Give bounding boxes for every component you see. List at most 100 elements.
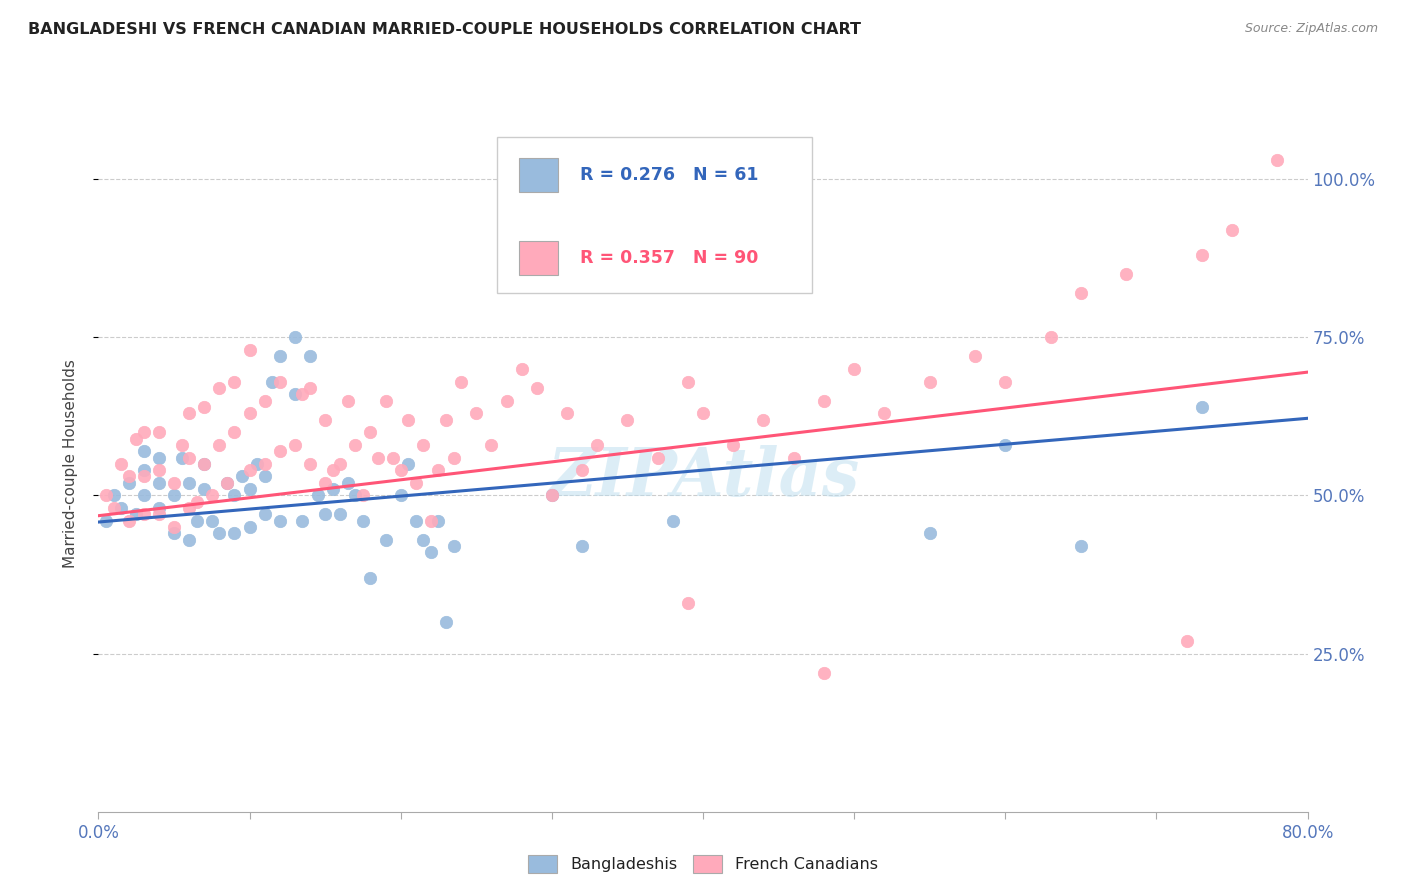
Point (1070, 539, 1092, 553)
Point (224, 375, 246, 389)
Point (179, 475, 201, 490)
Point (224, 488, 246, 502)
Text: R = 0.276   N = 61: R = 0.276 N = 61 (579, 166, 758, 184)
Point (125, 432, 148, 446)
Point (420, 545, 443, 559)
Point (163, 520, 186, 534)
Point (148, 425, 170, 440)
FancyBboxPatch shape (519, 158, 558, 193)
Point (405, 514, 427, 528)
Point (163, 488, 186, 502)
Point (450, 375, 472, 389)
Point (299, 457, 322, 471)
Point (148, 508, 170, 522)
Point (224, 425, 246, 440)
Point (918, 375, 941, 389)
Point (193, 400, 215, 414)
Point (1175, 634, 1198, 648)
Point (427, 463, 450, 477)
Point (676, 596, 699, 610)
Point (1191, 248, 1213, 262)
Point (224, 526, 246, 541)
Point (132, 444, 155, 458)
Point (723, 438, 745, 452)
Text: Source: ZipAtlas.com: Source: ZipAtlas.com (1244, 22, 1378, 36)
Point (495, 393, 517, 408)
Point (284, 438, 307, 452)
Point (94, 488, 117, 502)
Point (148, 463, 170, 477)
Point (540, 488, 562, 502)
Point (813, 665, 835, 680)
Point (1070, 286, 1092, 301)
Legend: Bangladeshis, French Canadians: Bangladeshis, French Canadians (522, 848, 884, 880)
Point (540, 488, 562, 502)
Point (367, 450, 389, 465)
Point (307, 488, 329, 502)
Point (420, 514, 443, 528)
Point (284, 387, 307, 401)
Point (329, 457, 352, 471)
Point (239, 520, 262, 534)
Point (201, 514, 224, 528)
Point (118, 469, 141, 483)
Point (163, 475, 186, 490)
Point (412, 438, 434, 452)
Point (239, 463, 262, 477)
Point (262, 375, 284, 389)
Point (253, 457, 276, 471)
Point (322, 463, 344, 477)
Point (170, 438, 193, 452)
Point (253, 508, 276, 522)
FancyBboxPatch shape (498, 136, 811, 293)
Point (132, 425, 155, 440)
Point (208, 438, 231, 452)
Point (352, 514, 374, 528)
Point (692, 406, 714, 420)
Point (616, 412, 638, 426)
Point (752, 412, 775, 426)
Point (110, 501, 132, 516)
Point (170, 450, 193, 465)
Point (118, 514, 141, 528)
Point (396, 412, 419, 426)
Point (1191, 400, 1213, 414)
Point (179, 501, 201, 516)
Text: BANGLADESHI VS FRENCH CANADIAN MARRIED-COUPLE HOUSEHOLDS CORRELATION CHART: BANGLADESHI VS FRENCH CANADIAN MARRIED-C… (28, 22, 860, 37)
Point (344, 488, 367, 502)
Point (737, 248, 759, 262)
Point (215, 475, 238, 490)
Point (1220, 223, 1243, 237)
Point (125, 508, 148, 522)
Point (314, 412, 336, 426)
Point (148, 450, 170, 465)
Point (299, 349, 322, 363)
Point (186, 514, 208, 528)
FancyBboxPatch shape (519, 241, 558, 276)
Point (179, 533, 201, 547)
Point (163, 526, 186, 541)
Point (813, 393, 835, 408)
Point (208, 381, 231, 395)
Point (314, 508, 336, 522)
Point (253, 469, 276, 483)
Point (412, 533, 434, 547)
Point (284, 330, 307, 344)
Point (586, 438, 609, 452)
Point (148, 501, 170, 516)
Point (132, 508, 155, 522)
Point (291, 387, 314, 401)
Point (389, 488, 412, 502)
Point (352, 488, 374, 502)
Point (269, 375, 291, 389)
Text: R = 0.357   N = 90: R = 0.357 N = 90 (579, 249, 758, 267)
Point (510, 362, 533, 376)
Point (360, 425, 382, 440)
Point (193, 457, 215, 471)
Point (965, 349, 987, 363)
Point (269, 444, 291, 458)
Point (382, 450, 405, 465)
Point (994, 438, 1017, 452)
Point (103, 501, 125, 516)
Y-axis label: Married-couple Households: Married-couple Households (63, 359, 77, 568)
